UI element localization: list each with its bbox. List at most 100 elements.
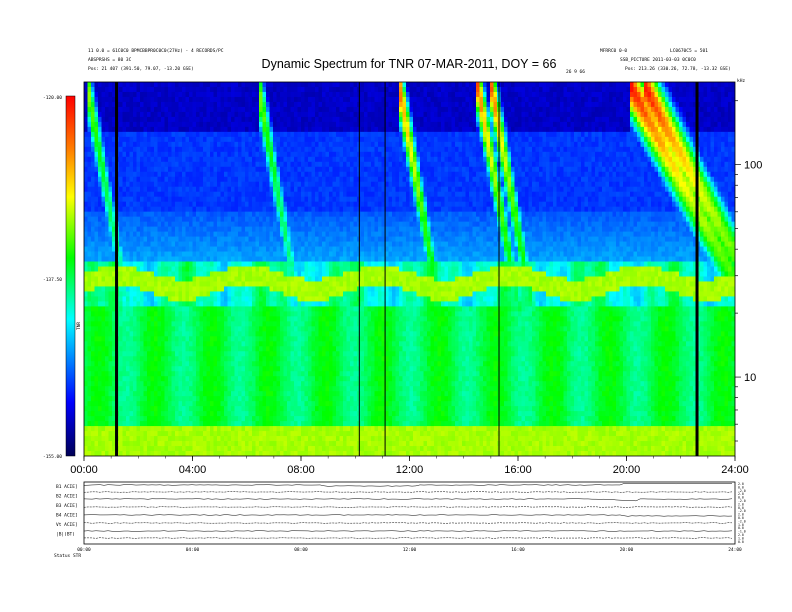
spectrogram-cell [220,301,225,307]
spectrogram-cell [234,406,239,412]
spectrogram-cell [182,411,186,417]
spectrogram-cell [168,156,172,163]
spectrogram-cell [308,126,312,133]
spectrogram-cell [157,426,162,432]
spectrogram-cell [196,131,200,138]
spectrogram-cell [94,216,99,223]
spectrogram-cell [203,381,207,387]
spectrogram-cell [308,251,312,257]
spectrogram-cell [192,436,197,442]
spectrogram-cell [154,251,158,257]
spectrogram-cell [245,156,249,163]
spectrogram-cell [301,251,305,257]
spectrogram-cell [91,316,95,322]
spectrogram-cell [133,126,137,133]
spectrogram-cell [283,301,288,307]
spectrogram-cell [280,91,284,98]
spectrogram-cell [133,381,137,387]
spectrogram-cell [143,361,148,367]
spectrogram-cell [171,236,176,242]
spectrogram-cell [220,186,225,193]
spectrogram-cell [252,251,256,257]
spectrogram-cell [192,211,197,218]
spectrogram-cell [171,116,176,123]
spectrogram-cell [119,331,123,337]
spectrogram-cell [175,296,179,302]
spectrogram-cell [227,271,232,277]
spectrogram-cell [108,336,113,342]
spectrogram-cell [241,396,246,402]
spectrogram-cell [241,171,246,178]
spectrogram-cell [213,276,218,282]
spectrogram-cell [147,446,151,452]
spectrogram-cell [101,416,106,422]
spectrogram-cell [98,296,102,302]
spectrogram-cell [206,231,211,237]
spectrogram-cell [98,351,102,357]
spectrogram-cell [196,256,200,262]
spectrogram-cell [91,296,95,302]
spectrogram-cell [280,366,284,372]
spectrogram-cell [234,196,239,203]
spectrogram-cell [259,136,263,143]
spectrogram-cell [112,411,116,417]
spectrogram-cell [94,101,99,108]
spectrogram-cell [294,431,298,437]
spectrogram-cell [203,386,207,392]
spectrogram-cell [276,221,281,228]
spectrogram-cell [108,131,113,138]
spectrogram-cell [87,226,92,232]
spectrogram-cell [98,436,102,442]
spectrogram-cell [94,371,99,377]
spectrogram-cell [84,251,88,257]
spectrogram-cell [287,236,291,242]
spectrogram-cell [161,396,165,402]
spectrogram-cell [301,226,305,232]
spectrogram-cell [315,141,319,148]
spectrogram-cell [122,141,127,148]
spectrogram-cell [220,101,225,108]
spectrogram-cell [269,186,274,193]
spectrogram-cell [157,176,162,183]
spectrogram-cell [94,356,99,362]
spectrogram-cell [101,341,106,347]
spectrogram-cell [122,121,127,128]
spectrogram-cell [276,186,281,193]
spectrogram-cell [220,341,225,347]
spectrogram-cell [189,251,193,257]
spectrogram-cell [161,276,165,282]
spectrogram-cell [262,296,267,302]
spectrogram-cell [147,86,151,93]
spectrogram-cell [87,401,92,407]
spectrogram-cell [108,216,113,223]
spectrogram-cell [262,316,267,322]
spectrogram-cell [241,296,246,302]
spectrogram-cell [185,136,190,143]
spectrogram-cell [266,376,270,382]
spectrogram-cell [252,186,256,193]
spectrogram-cell [129,311,134,317]
spectrogram-cell [238,351,242,357]
spectrogram-cell [315,191,319,198]
spectrogram-cell [241,266,246,272]
spectrogram-cell [122,206,127,213]
spectrogram-cell [94,86,99,93]
spectrogram-cell [84,426,88,432]
spectrogram-cell [98,371,102,377]
spectrogram-cell [227,371,232,377]
spectrogram-cell [87,271,92,277]
spectrogram-cell [273,136,277,143]
spectrogram-cell [182,146,186,153]
spectrogram-cell [311,436,316,442]
spectrogram-cell [266,401,270,407]
spectrogram-cell [140,226,144,232]
spectrogram-cell [84,201,88,208]
spectrogram-cell [182,356,186,362]
spectrogram-cell [203,281,207,287]
spectrogram-cell [210,386,214,392]
spectrogram-cell [210,346,214,352]
spectrogram-cell [213,271,218,277]
spectrogram-cell [227,221,232,228]
spectrogram-cell [248,411,253,417]
spectrogram-cell [217,261,221,267]
